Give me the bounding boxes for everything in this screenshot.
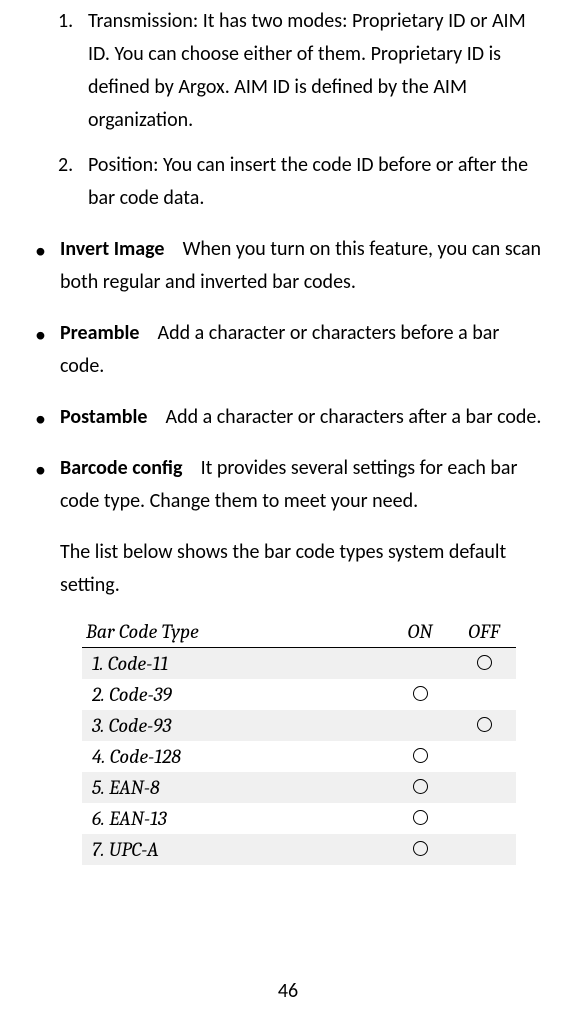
cell-on xyxy=(388,772,452,803)
table-row: 5. EAN-8 xyxy=(82,772,516,803)
table-body: 1. Code-112. Code-393. Code-934. Code-12… xyxy=(82,648,516,865)
header-on: ON xyxy=(388,618,452,648)
circle-icon xyxy=(413,748,428,763)
table-header-row: Bar Code Type ON OFF xyxy=(82,618,516,648)
numbered-list: 1. Transmission: It has two modes: Propr… xyxy=(58,5,546,215)
cell-off xyxy=(452,834,516,865)
bullet-item: Barcode config It provides several setti… xyxy=(30,452,546,518)
item-text: Position: You can insert the code ID bef… xyxy=(88,149,546,215)
circle-icon xyxy=(413,686,428,701)
numbered-item: 2. Position: You can insert the code ID … xyxy=(58,149,546,215)
bullet-item: Invert Image When you turn on this featu… xyxy=(30,233,546,299)
cell-type: 5. EAN-8 xyxy=(82,772,388,803)
bullet-item: Preamble Add a character or characters b… xyxy=(30,317,546,383)
cell-type: 7. UPC-A xyxy=(82,834,388,865)
header-off: OFF xyxy=(452,618,516,648)
bullet-title: Preamble xyxy=(60,321,139,345)
circle-icon xyxy=(413,841,428,856)
cell-on xyxy=(388,679,452,710)
bullet-list: Invert Image When you turn on this featu… xyxy=(30,233,546,518)
circle-icon xyxy=(477,655,492,670)
circle-icon xyxy=(477,717,492,732)
cell-on xyxy=(388,834,452,865)
table-row: 7. UPC-A xyxy=(82,834,516,865)
table-row: 4. Code-128 xyxy=(82,741,516,772)
cell-off xyxy=(452,772,516,803)
cell-off xyxy=(452,803,516,834)
bullet-title: Invert Image xyxy=(60,237,165,261)
table-row: 1. Code-11 xyxy=(82,648,516,679)
header-type: Bar Code Type xyxy=(82,618,388,648)
table-row: 3. Code-93 xyxy=(82,710,516,741)
circle-icon xyxy=(413,810,428,825)
page-number: 46 xyxy=(0,979,576,1003)
cell-type: 6. EAN-13 xyxy=(82,803,388,834)
cell-on xyxy=(388,710,452,741)
cell-on xyxy=(388,803,452,834)
bullet-title: Postamble xyxy=(60,405,147,429)
item-number: 2. xyxy=(58,149,88,215)
circle-icon xyxy=(413,779,428,794)
cell-type: 2. Code-39 xyxy=(82,679,388,710)
cell-on xyxy=(388,648,452,679)
cell-off xyxy=(452,648,516,679)
table-intro: The list below shows the bar code types … xyxy=(60,536,546,602)
bullet-title: Barcode config xyxy=(60,456,182,480)
cell-type: 3. Code-93 xyxy=(82,710,388,741)
item-number: 1. xyxy=(58,5,88,137)
item-text: Transmission: It has two modes: Propriet… xyxy=(88,5,546,137)
cell-type: 4. Code-128 xyxy=(82,741,388,772)
cell-off xyxy=(452,679,516,710)
numbered-item: 1. Transmission: It has two modes: Propr… xyxy=(58,5,546,137)
cell-type: 1. Code-11 xyxy=(82,648,388,679)
table-row: 2. Code-39 xyxy=(82,679,516,710)
cell-off xyxy=(452,710,516,741)
barcode-table: Bar Code Type ON OFF 1. Code-112. Code-3… xyxy=(82,618,516,865)
bullet-text: Add a character or characters after a ba… xyxy=(166,405,542,429)
table-row: 6. EAN-13 xyxy=(82,803,516,834)
cell-on xyxy=(388,741,452,772)
bullet-item: Postamble Add a character or characters … xyxy=(30,401,546,434)
cell-off xyxy=(452,741,516,772)
